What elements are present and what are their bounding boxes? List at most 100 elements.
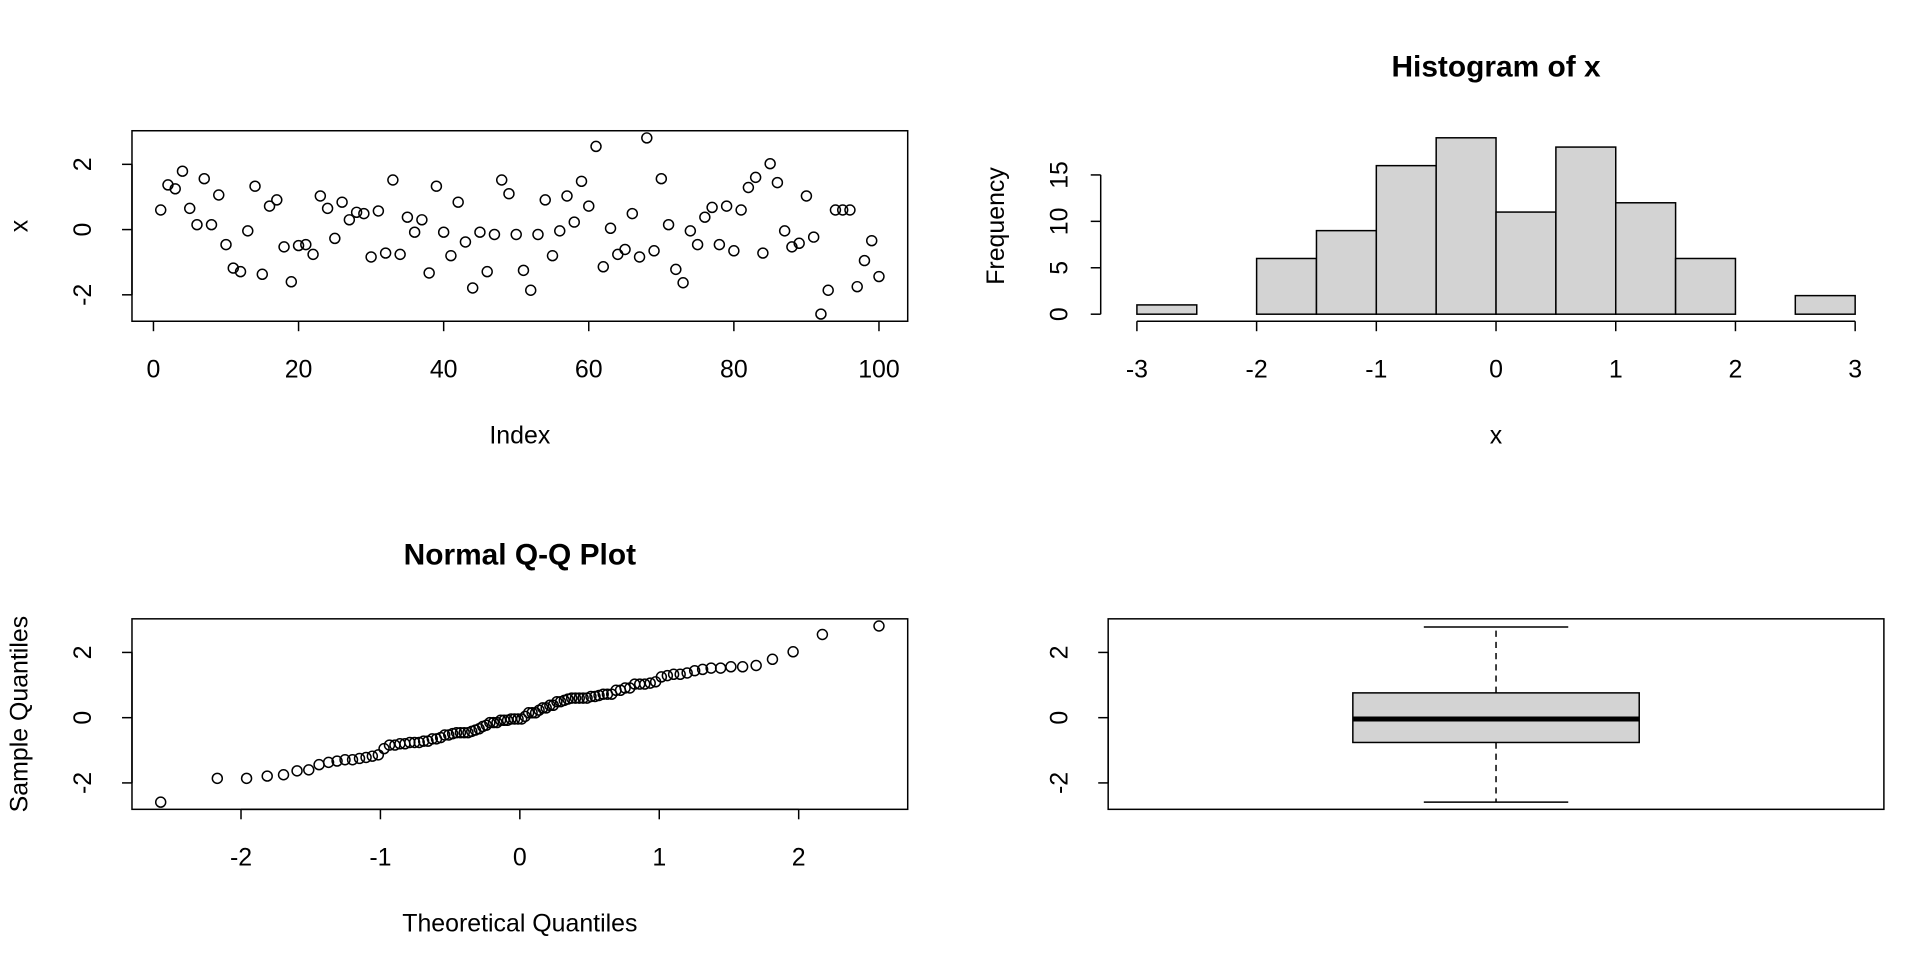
point <box>454 726 467 739</box>
x-tick-label: -2 <box>230 844 252 872</box>
point <box>639 678 651 690</box>
point <box>633 251 646 263</box>
point <box>590 140 602 153</box>
x-axis-label: Index <box>489 422 550 450</box>
point <box>807 231 820 243</box>
point <box>519 710 531 723</box>
point <box>544 699 556 712</box>
x-axis-label: x <box>1490 422 1503 450</box>
point <box>844 204 856 216</box>
point <box>661 669 674 682</box>
point <box>508 713 521 725</box>
chart-title: Normal Q-Q Plot <box>404 538 636 571</box>
y-tick-label: -2 <box>1045 772 1073 794</box>
point <box>585 690 597 703</box>
x-tick-label: 0 <box>1489 356 1503 384</box>
point <box>198 172 210 185</box>
x-axis-label: Theoretical Quantiles <box>402 910 637 938</box>
y-tick-label: -2 <box>69 284 97 306</box>
point <box>452 196 464 208</box>
point <box>554 225 566 237</box>
point <box>536 702 549 714</box>
point <box>240 772 253 785</box>
point <box>322 756 335 769</box>
chart-title: Histogram of x <box>1391 50 1601 83</box>
point <box>191 218 203 231</box>
point <box>300 238 312 251</box>
point <box>350 206 363 219</box>
point <box>487 716 500 729</box>
bar <box>1136 304 1198 315</box>
point <box>458 726 470 739</box>
point <box>696 663 709 676</box>
bar <box>1495 211 1557 315</box>
point <box>706 201 718 214</box>
point <box>720 200 733 212</box>
point <box>667 668 680 681</box>
point <box>771 176 784 189</box>
point <box>466 282 479 294</box>
point <box>430 180 443 192</box>
point <box>851 280 863 293</box>
point <box>366 750 379 762</box>
x-tick-label: -1 <box>369 844 391 872</box>
y-tick-label: 0 <box>1045 711 1073 725</box>
point <box>339 754 351 766</box>
point <box>292 239 305 252</box>
x-tick-label: 100 <box>858 356 900 384</box>
point <box>205 218 218 231</box>
point <box>313 758 325 771</box>
point <box>154 796 167 808</box>
point <box>670 263 682 276</box>
point <box>822 284 834 296</box>
point <box>372 205 385 217</box>
point <box>793 237 805 250</box>
point <box>426 733 439 745</box>
x-tick-label: 2 <box>792 844 806 872</box>
bar <box>1794 294 1856 315</box>
point <box>213 189 225 201</box>
y-axis-label: x <box>6 219 34 232</box>
point <box>278 241 290 253</box>
point <box>597 688 609 700</box>
point <box>583 200 595 212</box>
point <box>569 692 582 704</box>
point <box>307 248 319 261</box>
x-tick-label: 1 <box>652 844 666 872</box>
point <box>699 211 711 223</box>
point <box>688 664 701 677</box>
point <box>526 707 538 719</box>
y-axis-label: Sample Quantiles <box>6 616 34 812</box>
point <box>211 772 224 785</box>
point <box>517 264 530 277</box>
point <box>565 692 578 704</box>
point <box>597 261 610 273</box>
point <box>256 268 269 280</box>
x-tick-label: 20 <box>285 356 313 384</box>
point <box>714 662 727 674</box>
point <box>815 308 827 320</box>
x-tick-label: -2 <box>1246 356 1268 384</box>
point <box>234 265 247 278</box>
point <box>742 181 755 194</box>
point <box>321 202 334 215</box>
point <box>766 653 779 666</box>
x-tick-label: 1 <box>1609 356 1623 384</box>
x-tick-label: 60 <box>575 356 603 384</box>
point <box>662 218 675 231</box>
point <box>263 200 276 212</box>
y-tick-label: 0 <box>69 223 97 237</box>
point <box>561 190 573 202</box>
point <box>285 276 298 288</box>
point <box>329 232 341 245</box>
point <box>575 175 588 188</box>
point <box>394 248 406 261</box>
point <box>358 207 370 220</box>
y-tick-label: -2 <box>69 772 97 794</box>
point <box>408 226 421 238</box>
point <box>515 713 528 725</box>
point <box>800 190 813 202</box>
point <box>303 764 315 776</box>
point <box>619 682 631 694</box>
point <box>858 254 871 267</box>
